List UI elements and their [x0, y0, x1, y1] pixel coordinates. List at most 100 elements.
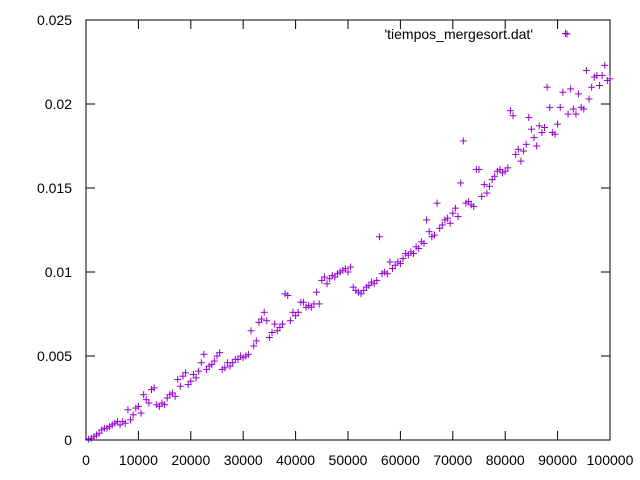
data-point: [538, 129, 546, 137]
y-tick-label: 0.025: [37, 12, 72, 28]
data-point: [265, 334, 273, 342]
data-points: [85, 29, 614, 443]
data-point: [588, 83, 596, 91]
data-point: [430, 231, 438, 239]
data-point: [410, 250, 417, 258]
data-point: [192, 374, 200, 382]
data-point: [506, 107, 514, 115]
y-tick-label: 0.005: [37, 348, 72, 364]
data-point: [572, 110, 580, 118]
data-point: [268, 328, 276, 336]
data-point: [514, 145, 522, 153]
data-point: [533, 142, 541, 150]
data-point: [279, 320, 286, 328]
data-point: [444, 214, 452, 222]
data-point: [530, 134, 538, 142]
data-point: [559, 88, 567, 96]
x-tick-label: 30000: [224, 452, 263, 468]
y-axis: 0 0.005 0.01 0.015 0.02 0.025: [37, 12, 610, 448]
legend-marker-plus: [563, 30, 571, 38]
data-point: [567, 85, 575, 93]
data-point: [480, 181, 488, 189]
data-point: [247, 327, 255, 335]
data-point: [344, 268, 352, 276]
data-point: [541, 124, 548, 132]
x-axis: 0 10000 20000 30000 40000 50000 60000 70000 8000…: [82, 20, 634, 468]
data-point: [171, 392, 179, 400]
data-point: [176, 382, 184, 390]
data-point: [433, 199, 441, 207]
data-point: [459, 137, 467, 145]
data-point: [543, 83, 551, 91]
data-point: [475, 166, 483, 174]
data-point: [386, 258, 394, 266]
y-tick-label: 0: [64, 432, 72, 448]
data-point: [263, 317, 271, 325]
data-point: [551, 130, 559, 138]
data-point: [252, 337, 260, 345]
data-point: [449, 209, 457, 217]
data-point: [606, 75, 614, 83]
data-point: [313, 288, 321, 296]
data-point: [320, 273, 328, 281]
data-point: [137, 409, 145, 417]
data-point: [187, 377, 195, 385]
x-tick-label: 10000: [119, 452, 158, 468]
data-point: [438, 221, 446, 229]
data-point: [582, 66, 590, 74]
data-point: [478, 192, 486, 200]
data-point: [271, 320, 279, 328]
data-point: [509, 112, 517, 120]
data-point: [517, 157, 525, 165]
data-point: [399, 255, 407, 263]
data-point: [585, 95, 593, 103]
data-point: [244, 350, 252, 358]
data-point: [454, 213, 462, 221]
x-tick-label: 50000: [329, 452, 368, 468]
data-point: [134, 402, 142, 410]
data-point: [504, 164, 512, 172]
data-point: [347, 263, 355, 271]
data-point: [373, 276, 381, 284]
x-tick-label: 0: [82, 452, 90, 468]
x-tick-label: 90000: [538, 452, 577, 468]
x-tick-label: 100000: [587, 452, 634, 468]
x-tick-label: 80000: [486, 452, 525, 468]
data-point: [129, 411, 137, 419]
data-point: [127, 416, 135, 424]
data-point: [596, 82, 604, 90]
data-point: [423, 216, 431, 224]
data-point: [161, 401, 169, 409]
data-point: [383, 270, 391, 278]
data-point: [216, 349, 224, 357]
data-point: [556, 103, 564, 111]
legend-marker: [563, 30, 571, 38]
data-point: [485, 182, 493, 190]
data-point: [554, 120, 562, 128]
data-point: [174, 376, 182, 384]
data-point: [145, 399, 153, 407]
data-point: [375, 233, 383, 241]
data-point: [258, 315, 266, 323]
data-point: [425, 228, 433, 236]
data-point: [520, 147, 528, 155]
data-point: [561, 29, 569, 37]
data-point: [580, 105, 588, 113]
data-point: [525, 113, 533, 121]
data-point: [294, 308, 302, 316]
x-tick-label: 20000: [171, 452, 210, 468]
data-point: [546, 103, 554, 111]
data-point: [470, 202, 478, 210]
data-point: [250, 342, 258, 350]
data-point: [396, 260, 404, 268]
x-tick-label: 70000: [433, 452, 472, 468]
data-point: [210, 357, 218, 365]
data-point: [150, 384, 158, 392]
plot-frame: [85, 19, 611, 441]
data-point: [284, 292, 292, 300]
data-point: [121, 419, 129, 427]
legend-label: 'tiempos_mergesort.dat': [384, 26, 533, 42]
data-point: [483, 189, 491, 197]
data-point: [451, 204, 459, 212]
